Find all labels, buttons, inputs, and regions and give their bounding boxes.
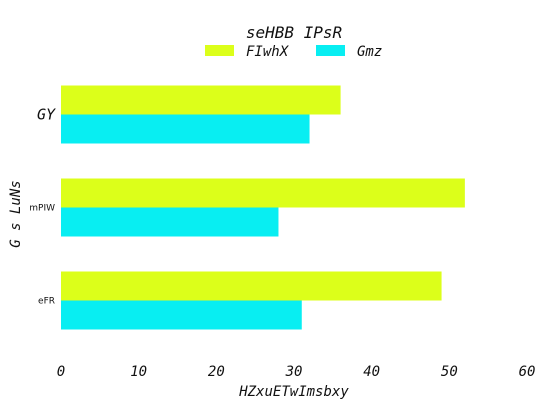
- legend-label-FIwhX: FIwhX: [246, 44, 290, 60]
- chart-title: seHBB IPsR: [246, 23, 342, 42]
- legend-swatch-Gmz: [316, 45, 345, 56]
- bar-FIwhX-GY: [61, 86, 341, 115]
- x-axis-label: HZxuETwImsbxy: [238, 384, 349, 400]
- bar-Gmz-GY: [61, 115, 310, 144]
- y-tick-label-GY: GY: [37, 106, 56, 124]
- y-tick-labels: GY mPIW eFR: [29, 106, 56, 307]
- x-tick-label-10: 10: [130, 364, 147, 380]
- x-tick-label-40: 40: [363, 364, 380, 380]
- y-tick-label-mPIW: mPIW: [29, 204, 55, 214]
- y-tick-label-eFR: eFR: [38, 297, 55, 307]
- x-tick-label-20: 20: [208, 364, 225, 380]
- bar-Gmz-eFR: [61, 301, 302, 330]
- x-tick-label-60: 60: [519, 364, 536, 380]
- legend: FIwhX Gmz: [205, 44, 382, 60]
- y-axis-label: G s LuNs: [8, 180, 24, 247]
- x-tick-label-30: 30: [285, 364, 303, 380]
- x-tick-label-0: 0: [57, 364, 65, 380]
- legend-label-Gmz: Gmz: [357, 44, 382, 60]
- bar-FIwhX-mPIW: [61, 179, 465, 208]
- bars: [61, 86, 465, 330]
- x-tick-label-50: 50: [441, 364, 458, 380]
- x-tick-labels: 0 10 20 30 40 50 60: [57, 364, 536, 380]
- legend-swatch-FIwhX: [205, 45, 234, 56]
- bar-Gmz-mPIW: [61, 208, 278, 237]
- bar-FIwhX-eFR: [61, 272, 442, 301]
